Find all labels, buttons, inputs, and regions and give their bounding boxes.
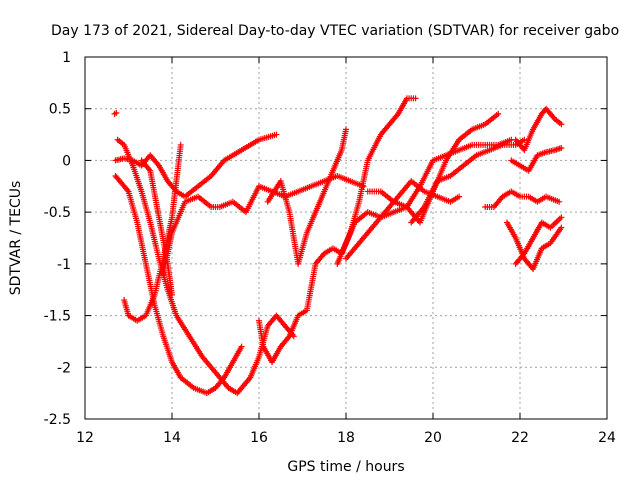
series-track-h (264, 126, 349, 267)
x-tick-label: 24 (598, 430, 616, 446)
y-tick-label: -0.5 (44, 205, 71, 221)
series-track-c (114, 136, 297, 397)
chart-title: Day 173 of 2021, Sidereal Day-to-day VTE… (51, 23, 619, 39)
data-point (456, 193, 463, 200)
y-tick-label: 0.5 (49, 102, 71, 118)
x-tick-label: 20 (424, 430, 442, 446)
x-tick-label: 18 (337, 430, 355, 446)
y-tick-label: 1 (62, 50, 71, 66)
x-tick-label: 16 (250, 430, 268, 446)
y-tick-labels: -2.5 -2 -1.5 -1 -0.5 0 0.5 1 (44, 50, 71, 428)
plot-frame (84, 56, 608, 420)
data-point (558, 214, 565, 221)
data-point (558, 121, 565, 128)
data-point (273, 131, 280, 138)
x-tick-label: 22 (511, 430, 529, 446)
series-track-q (512, 214, 565, 267)
series-track-a (112, 131, 280, 200)
series-track-o (512, 105, 565, 154)
data-point (558, 145, 565, 152)
series-track-p (503, 219, 565, 273)
series-track-d (121, 141, 184, 324)
y-tick-label: -1.5 (44, 309, 71, 325)
data-point (558, 224, 565, 231)
data-point (521, 136, 528, 143)
series-track-n (508, 145, 565, 174)
y-tick-label: 0 (62, 153, 71, 169)
series-track-r (111, 109, 120, 117)
x-tick-label: 14 (163, 430, 181, 446)
y-tick-label: -2 (57, 360, 71, 376)
x-tick-labels: 12 14 16 18 20 22 24 (76, 430, 616, 446)
data-point (495, 110, 502, 117)
y-axis-label: SDTVAR / TECUs (8, 181, 24, 296)
data-point (343, 126, 349, 133)
data-point (169, 291, 175, 298)
series-track-g (256, 95, 419, 366)
y-tick-label: -1 (57, 257, 71, 273)
data-point (238, 343, 245, 350)
x-tick-label: 12 (76, 430, 94, 446)
series-track-l (343, 178, 463, 262)
data-marks (111, 95, 565, 397)
series-track-b (112, 172, 245, 397)
data-point (113, 109, 120, 116)
y-tick-label: -2.5 (44, 412, 71, 428)
x-axis-label: GPS time / hours (287, 459, 404, 475)
data-point (556, 198, 563, 205)
data-point (412, 95, 419, 102)
data-point (177, 141, 184, 148)
series-track-m (482, 188, 563, 210)
